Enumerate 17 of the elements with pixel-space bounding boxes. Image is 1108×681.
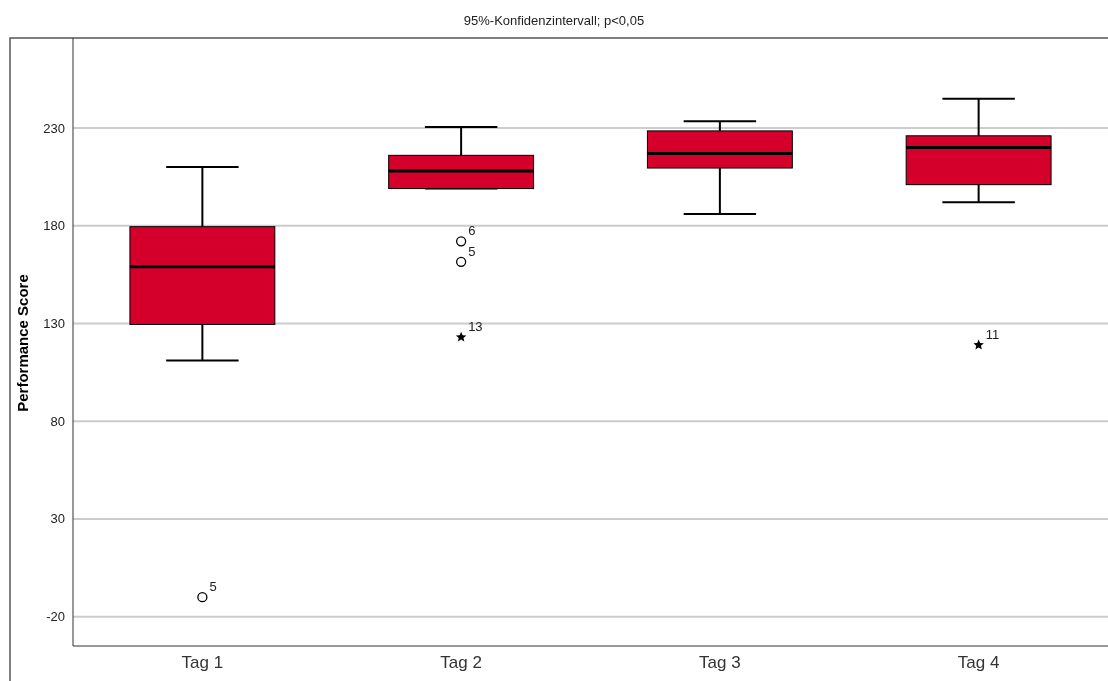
y-tick-label: 180: [43, 218, 65, 234]
x-tick-label: Tag 2: [440, 653, 482, 672]
y-tick-label: 130: [43, 316, 65, 331]
annotation: 5: [468, 243, 476, 259]
x-tick-label: Tag 1: [181, 653, 224, 672]
x-tick-label: Tag 4: [957, 653, 1000, 672]
y-tick-label: 30: [50, 511, 65, 527]
annotation: 11: [985, 326, 1000, 342]
chart-title: 95%-Konfidenzintervall; p<0,05: [463, 13, 645, 28]
y-tick-label: 80: [50, 413, 65, 429]
y-tick-label: -20: [46, 609, 65, 625]
x-tick-label: Tag 3: [699, 653, 741, 672]
y-axis-title: Performance Score: [14, 274, 31, 412]
annotation: 13: [468, 319, 483, 335]
annotation: 5: [209, 579, 217, 595]
y-tick-label: 230: [43, 120, 65, 136]
annotation: 6: [468, 223, 476, 239]
